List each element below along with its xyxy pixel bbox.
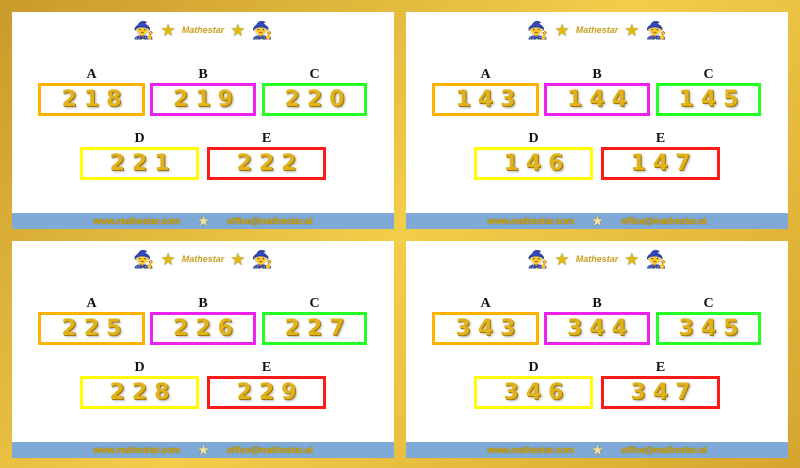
option-label: C — [703, 67, 714, 82]
option-label: E — [655, 360, 666, 375]
star-icon: ★ — [230, 20, 246, 40]
footer-bar: www.mathestar.com ★ office@mathestar.at — [12, 213, 394, 229]
answer-option-d[interactable]: 146 — [474, 147, 593, 180]
footer-bar: www.mathestar.com ★ office@mathestar.at — [406, 442, 788, 458]
option-label: B — [198, 67, 208, 82]
option-label: E — [655, 131, 666, 146]
answer-option-b[interactable]: 226 — [150, 312, 256, 345]
answer-option-a[interactable]: 218 — [38, 83, 145, 116]
star-icon: ★ — [592, 214, 603, 228]
star-icon: ★ — [160, 249, 176, 269]
star-icon: ★ — [624, 249, 640, 269]
quiz-slide: 🧙 ★ Mathestar ★ 🧙 A 218 B 219 C 220 D 221 E 222 ww… — [12, 12, 394, 229]
website-link[interactable]: www.mathestar.com — [487, 445, 575, 455]
mathestar-logo: 🧙 ★ Mathestar ★ 🧙 — [406, 17, 788, 43]
star-icon: ★ — [230, 249, 246, 269]
quiz-slide: 🧙 ★ Mathestar ★ 🧙 A 143 B 144 C 145 D 146 E 147 ww… — [406, 12, 788, 229]
answer-option-a[interactable]: 343 — [432, 312, 539, 345]
brand-name: Mathestar — [575, 254, 619, 264]
option-label: E — [261, 360, 272, 375]
wizard-icon: 🧙 — [527, 249, 549, 269]
star-icon: ★ — [198, 214, 209, 228]
wizard-icon: 🧙 — [133, 20, 155, 40]
answer-option-c[interactable]: 227 — [262, 312, 367, 345]
answer-option-e[interactable]: 147 — [601, 147, 720, 180]
answer-option-d[interactable]: 346 — [474, 376, 593, 409]
star-icon: ★ — [592, 443, 603, 457]
mathestar-logo: 🧙 ★ Mathestar ★ 🧙 — [406, 246, 788, 272]
answer-option-c[interactable]: 220 — [262, 83, 367, 116]
wizard-icon: 🧙 — [133, 249, 155, 269]
wizard-icon: 🧙 — [527, 20, 549, 40]
option-label: A — [480, 296, 491, 311]
option-label: B — [592, 67, 602, 82]
wizard-icon: 🧙 — [645, 249, 667, 269]
answer-option-a[interactable]: 143 — [432, 83, 539, 116]
option-label: A — [86, 296, 97, 311]
quiz-slide: 🧙 ★ Mathestar ★ 🧙 A 225 B 226 C 227 D 228 E 229 ww… — [12, 241, 394, 458]
option-label: A — [480, 67, 491, 82]
email-link[interactable]: office@mathestar.at — [620, 216, 707, 226]
option-label: D — [134, 131, 145, 146]
brand-name: Mathestar — [181, 25, 225, 35]
option-label: D — [528, 360, 539, 375]
answer-option-c[interactable]: 145 — [656, 83, 761, 116]
answer-option-b[interactable]: 344 — [544, 312, 650, 345]
star-icon: ★ — [554, 20, 570, 40]
option-label: C — [703, 296, 714, 311]
quiz-slide: 🧙 ★ Mathestar ★ 🧙 A 343 B 344 C 345 D 346 E 347 ww… — [406, 241, 788, 458]
option-label: E — [261, 131, 272, 146]
option-label: C — [309, 67, 320, 82]
answer-option-e[interactable]: 347 — [601, 376, 720, 409]
option-label: D — [528, 131, 539, 146]
mathestar-logo: 🧙 ★ Mathestar ★ 🧙 — [12, 17, 394, 43]
email-link[interactable]: office@mathestar.at — [226, 445, 313, 455]
mathestar-logo: 🧙 ★ Mathestar ★ 🧙 — [12, 246, 394, 272]
star-icon: ★ — [198, 443, 209, 457]
option-label: A — [86, 67, 97, 82]
option-label: D — [134, 360, 145, 375]
email-link[interactable]: office@mathestar.at — [620, 445, 707, 455]
star-icon: ★ — [554, 249, 570, 269]
email-link[interactable]: office@mathestar.at — [226, 216, 313, 226]
website-link[interactable]: www.mathestar.com — [487, 216, 575, 226]
option-label: B — [198, 296, 208, 311]
answer-option-d[interactable]: 221 — [80, 147, 199, 180]
answer-option-b[interactable]: 144 — [544, 83, 650, 116]
wizard-icon: 🧙 — [251, 249, 273, 269]
answer-option-e[interactable]: 229 — [207, 376, 326, 409]
answer-option-b[interactable]: 219 — [150, 83, 256, 116]
answer-option-c[interactable]: 345 — [656, 312, 761, 345]
answer-option-e[interactable]: 222 — [207, 147, 326, 180]
star-icon: ★ — [624, 20, 640, 40]
wizard-icon: 🧙 — [645, 20, 667, 40]
footer-bar: www.mathestar.com ★ office@mathestar.at — [406, 213, 788, 229]
wizard-icon: 🧙 — [251, 20, 273, 40]
option-label: C — [309, 296, 320, 311]
brand-name: Mathestar — [181, 254, 225, 264]
answer-option-d[interactable]: 228 — [80, 376, 199, 409]
website-link[interactable]: www.mathestar.com — [93, 216, 181, 226]
footer-bar: www.mathestar.com ★ office@mathestar.at — [12, 442, 394, 458]
answer-option-a[interactable]: 225 — [38, 312, 145, 345]
website-link[interactable]: www.mathestar.com — [93, 445, 181, 455]
star-icon: ★ — [160, 20, 176, 40]
option-label: B — [592, 296, 602, 311]
brand-name: Mathestar — [575, 25, 619, 35]
